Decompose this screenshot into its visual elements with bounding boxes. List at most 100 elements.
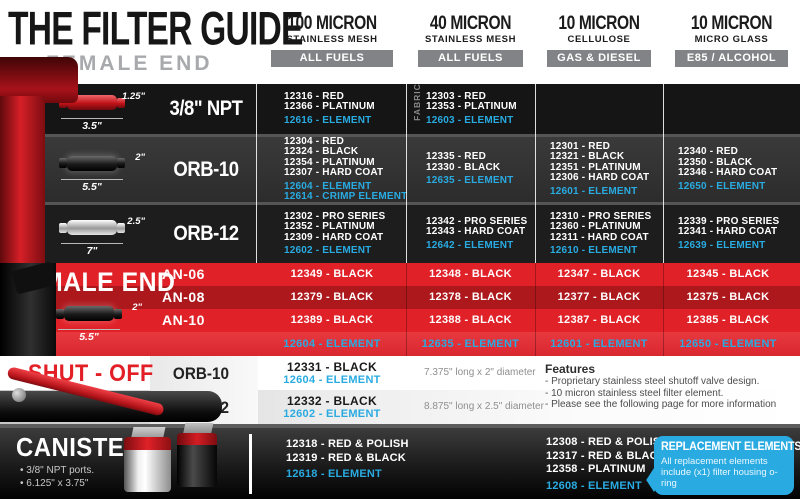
micron-label: 10 MICRON bbox=[558, 13, 640, 34]
part-number: 12345 - BLACK bbox=[686, 268, 770, 280]
filter-diagram-male: 2" 5.5" bbox=[50, 297, 142, 343]
fitting-name: AN-08 bbox=[162, 289, 205, 305]
fitting-name: ORB-12 bbox=[173, 222, 239, 245]
part-number: 12366 - PLATINUM bbox=[284, 101, 375, 113]
shutoff-section: SHUT - OFF ORB-10 12331 - BLACK 12604 - … bbox=[0, 356, 800, 424]
female-filter-photo bbox=[0, 96, 45, 263]
part-number: 12304 - RED bbox=[284, 135, 345, 147]
row-separator bbox=[45, 202, 800, 205]
feature-item: - 10 micron stainless steel filter eleme… bbox=[545, 387, 724, 399]
feature-item: - Proprietary stainless steel shutoff va… bbox=[545, 376, 760, 387]
dimension-note: 7.375" long x 2" diameter bbox=[424, 367, 536, 378]
element-number: 12604 - ELEMENT bbox=[283, 374, 381, 386]
row-npt: 1.25" 3.5" 3/8" NPT 12316 - RED 12366 - P… bbox=[45, 83, 800, 134]
callout-body: All replacement elements include (x1) fi… bbox=[661, 456, 778, 489]
element-number: 12642 - ELEMENT bbox=[426, 239, 514, 251]
part-number: 12321 - BLACK bbox=[550, 151, 625, 163]
element-number: 12602 - ELEMENT bbox=[284, 245, 372, 256]
filter-diagram-orb12: 2.5" 7" bbox=[53, 211, 145, 257]
filter-illustration bbox=[59, 220, 125, 235]
element-number: 12604 - ELEMENT bbox=[284, 180, 372, 192]
filter-illustration bbox=[59, 155, 125, 171]
part-number: 12354 - PLATINUM bbox=[284, 156, 375, 168]
part-number: 12324 - BLACK bbox=[284, 146, 359, 157]
micron-label: 100 MICRON bbox=[287, 13, 377, 34]
part-number: 12385 - BLACK bbox=[686, 314, 770, 326]
parts-cell: 12303 - RED 12353 - PLATINUM 12603 - ELEM… bbox=[406, 84, 535, 134]
male-end-section: AN-06 12349 - BLACK 12348 - BLACK 12347 … bbox=[0, 263, 800, 358]
part-number: 12348 - BLACK bbox=[429, 268, 512, 280]
part-number: 12360 - PLATINUM bbox=[550, 221, 641, 232]
part-number: 12387 - BLACK bbox=[557, 314, 641, 326]
row-orb12: 2.5" 7" ORB-12 12302 - PRO SERIES 12352 -… bbox=[45, 205, 800, 263]
callout-title: REPLACEMENT ELEMENTS bbox=[661, 441, 800, 453]
column-header-100-micron: 100 MICRON STAINLESS MESH ALL FUELS bbox=[258, 14, 406, 67]
media-label: MICRO GLASS bbox=[694, 34, 769, 45]
male-end-heading: MALE END bbox=[42, 267, 176, 297]
canister-heading: CANISTER bbox=[16, 432, 142, 462]
micron-label: 10 MICRON bbox=[690, 13, 773, 34]
part-number: 12340 - RED bbox=[678, 146, 739, 157]
spec-bullet: • 6.125" x 3.75" bbox=[20, 478, 89, 489]
part-number: 12378 - BLACK bbox=[429, 291, 512, 303]
column-divider bbox=[663, 263, 664, 356]
length-dimension: 5.5" bbox=[58, 329, 120, 343]
features-block: Features - Proprietary stainless steel s… bbox=[545, 362, 795, 411]
media-label: STAINLESS MESH bbox=[286, 34, 378, 45]
an06-stripe: AN-06 12349 - BLACK 12348 - BLACK 12347 … bbox=[0, 263, 800, 286]
part-number: 12349 - BLACK bbox=[290, 268, 374, 280]
part-number: 12301 - RED bbox=[550, 140, 611, 152]
column-header-10-micron-cellulose: 10 MICRON CELLULOSE GAS & DIESEL bbox=[535, 14, 663, 67]
element-number: 12604 - ELEMENT bbox=[283, 338, 381, 350]
part-number: 12347 - BLACK bbox=[557, 268, 641, 280]
part-number: 12352 - PLATINUM bbox=[284, 221, 375, 232]
replacement-elements-callout: REPLACEMENT ELEMENTS All replacement ele… bbox=[646, 436, 800, 495]
element-number: 12601 - ELEMENT bbox=[550, 185, 638, 197]
element-number: 12650 - ELEMENT bbox=[678, 180, 766, 192]
parts-cell: 12340 - RED 12350 - BLACK 12346 - HARD COA… bbox=[663, 137, 800, 202]
canister-photo-chrome bbox=[124, 437, 171, 450]
column-divider bbox=[535, 263, 536, 356]
canister-section: CANISTER • 3/8" NPT ports. • 6.125" x 3.7… bbox=[0, 424, 800, 499]
column-divider bbox=[256, 84, 257, 266]
height-dimension: 2" bbox=[132, 302, 142, 313]
row-separator bbox=[45, 134, 800, 137]
fitting-name: AN-06 bbox=[162, 266, 205, 282]
part-number: 12309 - HARD COAT bbox=[284, 231, 384, 243]
part-number: 12311 - HARD COAT bbox=[550, 231, 649, 243]
column-divider bbox=[663, 84, 664, 266]
part-number: 12302 - PRO SERIES bbox=[284, 210, 386, 222]
part-number: 12351 - PLATINUM bbox=[550, 161, 641, 173]
part-number: 12307 - HARD COAT bbox=[284, 167, 384, 178]
spec-bullet: • 3/8" NPT ports. bbox=[20, 465, 95, 476]
element-number: 12602 - ELEMENT bbox=[283, 408, 381, 420]
micron-label: 40 MICRON bbox=[429, 13, 512, 34]
parts-cell: 12335 - RED 12330 - BLACK 12635 - ELEMENT bbox=[406, 137, 535, 202]
parts-cell: 12302 - PRO SERIES 12352 - PLATINUM 12309 … bbox=[258, 205, 406, 263]
parts-cell: 12318 - RED & POLISH 12319 - RED & BLACK … bbox=[286, 438, 409, 481]
part-number: 12317 - RED & BLACK bbox=[546, 449, 666, 462]
column-divider bbox=[249, 434, 252, 494]
column-divider bbox=[406, 84, 407, 266]
parts-cell: 12331 - BLACK 12604 - ELEMENT bbox=[258, 360, 406, 387]
part-number: 12303 - RED bbox=[426, 90, 487, 102]
fitting-name: AN-10 bbox=[162, 312, 205, 328]
column-header-40-micron: 40 MICRON STAINLESS MESH ALL FUELS bbox=[406, 14, 535, 67]
part-number: 12316 - RED bbox=[284, 90, 345, 102]
female-filter-photo bbox=[0, 57, 78, 103]
part-number: 12339 - PRO SERIES bbox=[678, 215, 780, 227]
part-number: 12388 - BLACK bbox=[429, 314, 512, 326]
length-dimension: 7" bbox=[61, 243, 123, 257]
filter-diagram-orb10: 2" 5.5" bbox=[53, 147, 145, 193]
part-number: 12335 - RED bbox=[426, 151, 487, 163]
fitting-name: 3/8" NPT bbox=[169, 97, 243, 120]
element-number: 12639 - ELEMENT bbox=[678, 239, 766, 251]
features-heading: Features bbox=[545, 362, 596, 376]
column-divider bbox=[535, 84, 536, 266]
height-dimension: 2.5" bbox=[127, 216, 145, 227]
part-number: 12350 - BLACK bbox=[678, 156, 753, 168]
element-number: 12616 - ELEMENT bbox=[284, 114, 372, 126]
parts-cell: 12310 - PRO SERIES 12360 - PLATINUM 12311 … bbox=[535, 205, 663, 263]
canister-photo-black bbox=[177, 433, 217, 445]
